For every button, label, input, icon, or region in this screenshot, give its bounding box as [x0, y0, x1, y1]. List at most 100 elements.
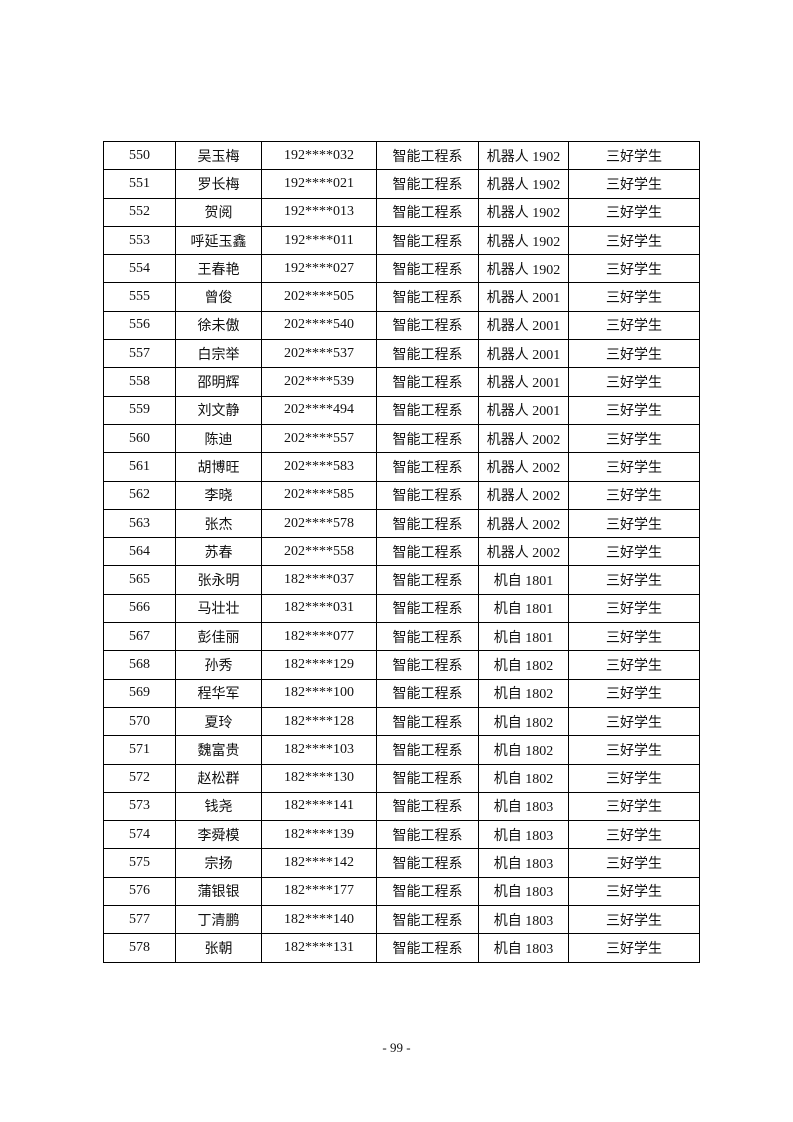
student-name: 罗长梅 — [175, 169, 262, 199]
row-number: 575 — [103, 848, 176, 878]
award: 三好学生 — [568, 933, 700, 963]
award: 三好学生 — [568, 537, 700, 567]
student-id: 202****557 — [261, 423, 377, 454]
row-number: 578 — [103, 933, 176, 963]
table-row: 556 徐未傲 202****540 智能工程系 机器人 2001 三好学生 — [103, 310, 700, 341]
department: 智能工程系 — [376, 876, 479, 907]
table-row: 566 马壮壮 182****031 智能工程系 机自 1801 三好学生 — [103, 593, 700, 624]
student-id: 182****128 — [261, 706, 377, 737]
row-number: 553 — [103, 225, 176, 256]
department: 智能工程系 — [376, 678, 479, 708]
table-row: 564 苏春 202****558 智能工程系 机器人 2002 三好学生 — [103, 537, 700, 567]
student-id: 182****140 — [261, 905, 377, 935]
row-number: 550 — [103, 140, 176, 171]
student-id: 202****583 — [261, 452, 377, 482]
award: 三好学生 — [568, 791, 700, 822]
student-id: 202****505 — [261, 282, 377, 312]
row-number: 552 — [103, 197, 176, 227]
department: 智能工程系 — [376, 508, 479, 539]
table-row: 550 吴玉梅 192****032 智能工程系 机器人 1902 三好学生 — [103, 140, 700, 171]
table-body: 550 吴玉梅 192****032 智能工程系 机器人 1902 三好学生 551 罗长梅 1… — [103, 140, 700, 963]
award: 三好学生 — [568, 848, 700, 878]
table-row: 577 丁清鹏 182****140 智能工程系 机自 1803 三好学生 — [103, 905, 700, 935]
award: 三好学生 — [568, 197, 700, 227]
student-id: 202****537 — [261, 339, 377, 369]
table-row: 573 钱尧 182****141 智能工程系 机自 1803 三好学生 — [103, 791, 700, 822]
class-name: 机器人 2001 — [478, 367, 569, 397]
table-row: 571 魏富贵 182****103 智能工程系 机自 1802 三好学生 — [103, 735, 700, 765]
student-id: 192****011 — [261, 225, 377, 256]
award: 三好学生 — [568, 622, 700, 652]
row-number: 571 — [103, 735, 176, 765]
department: 智能工程系 — [376, 537, 479, 567]
class-name: 机器人 1902 — [478, 225, 569, 256]
student-name: 苏春 — [175, 537, 262, 567]
table-row: 557 白宗举 202****537 智能工程系 机器人 2001 三好学生 — [103, 339, 700, 369]
page-number: - 99 - — [382, 1040, 411, 1055]
student-name: 丁清鹏 — [175, 905, 262, 935]
department: 智能工程系 — [376, 933, 479, 963]
award: 三好学生 — [568, 339, 700, 369]
student-id: 192****021 — [261, 169, 377, 199]
department: 智能工程系 — [376, 763, 479, 793]
student-name: 王春艳 — [175, 254, 262, 284]
award: 三好学生 — [568, 763, 700, 793]
row-number: 556 — [103, 310, 176, 341]
student-name: 徐未傲 — [175, 310, 262, 341]
student-name: 白宗举 — [175, 339, 262, 369]
award: 三好学生 — [568, 282, 700, 312]
student-id: 182****100 — [261, 678, 377, 708]
row-number: 560 — [103, 423, 176, 454]
row-number: 563 — [103, 508, 176, 539]
student-id: 182****177 — [261, 876, 377, 907]
class-name: 机自 1802 — [478, 706, 569, 737]
class-name: 机器人 2002 — [478, 423, 569, 454]
row-number: 565 — [103, 565, 176, 595]
student-name: 李晓 — [175, 480, 262, 510]
row-number: 558 — [103, 367, 176, 397]
student-id: 192****013 — [261, 197, 377, 227]
class-name: 机自 1802 — [478, 735, 569, 765]
table-row: 578 张朝 182****131 智能工程系 机自 1803 三好学生 — [103, 933, 700, 963]
class-name: 机自 1802 — [478, 763, 569, 793]
table-row: 560 陈迪 202****557 智能工程系 机器人 2002 三好学生 — [103, 423, 700, 454]
award-table: 550 吴玉梅 192****032 智能工程系 机器人 1902 三好学生 551 罗长梅 1… — [103, 140, 700, 963]
table-row: 569 程华军 182****100 智能工程系 机自 1802 三好学生 — [103, 678, 700, 708]
student-name: 夏玲 — [175, 706, 262, 737]
award: 三好学生 — [568, 480, 700, 510]
department: 智能工程系 — [376, 480, 479, 510]
student-id: 182****103 — [261, 735, 377, 765]
row-number: 570 — [103, 706, 176, 737]
award: 三好学生 — [568, 169, 700, 199]
table-row: 568 孙秀 182****129 智能工程系 机自 1802 三好学生 — [103, 650, 700, 680]
student-name: 贺阅 — [175, 197, 262, 227]
student-name: 呼延玉鑫 — [175, 225, 262, 256]
row-number: 554 — [103, 254, 176, 284]
student-id: 182****077 — [261, 622, 377, 652]
class-name: 机自 1803 — [478, 791, 569, 822]
student-name: 马壮壮 — [175, 593, 262, 624]
student-name: 彭佳丽 — [175, 622, 262, 652]
class-name: 机器人 1902 — [478, 197, 569, 227]
class-name: 机自 1801 — [478, 565, 569, 595]
award: 三好学生 — [568, 452, 700, 482]
department: 智能工程系 — [376, 169, 479, 199]
award: 三好学生 — [568, 876, 700, 907]
student-id: 202****558 — [261, 537, 377, 567]
table-row: 575 宗扬 182****142 智能工程系 机自 1803 三好学生 — [103, 848, 700, 878]
department: 智能工程系 — [376, 254, 479, 284]
class-name: 机器人 2001 — [478, 395, 569, 425]
row-number: 577 — [103, 905, 176, 935]
row-number: 574 — [103, 820, 176, 850]
class-name: 机自 1803 — [478, 905, 569, 935]
table-row: 574 李舜模 182****139 智能工程系 机自 1803 三好学生 — [103, 820, 700, 850]
department: 智能工程系 — [376, 282, 479, 312]
student-id: 202****585 — [261, 480, 377, 510]
table-row: 561 胡博旺 202****583 智能工程系 机器人 2002 三好学生 — [103, 452, 700, 482]
class-name: 机自 1803 — [478, 933, 569, 963]
student-id: 202****494 — [261, 395, 377, 425]
award: 三好学生 — [568, 706, 700, 737]
student-name: 程华军 — [175, 678, 262, 708]
row-number: 566 — [103, 593, 176, 624]
